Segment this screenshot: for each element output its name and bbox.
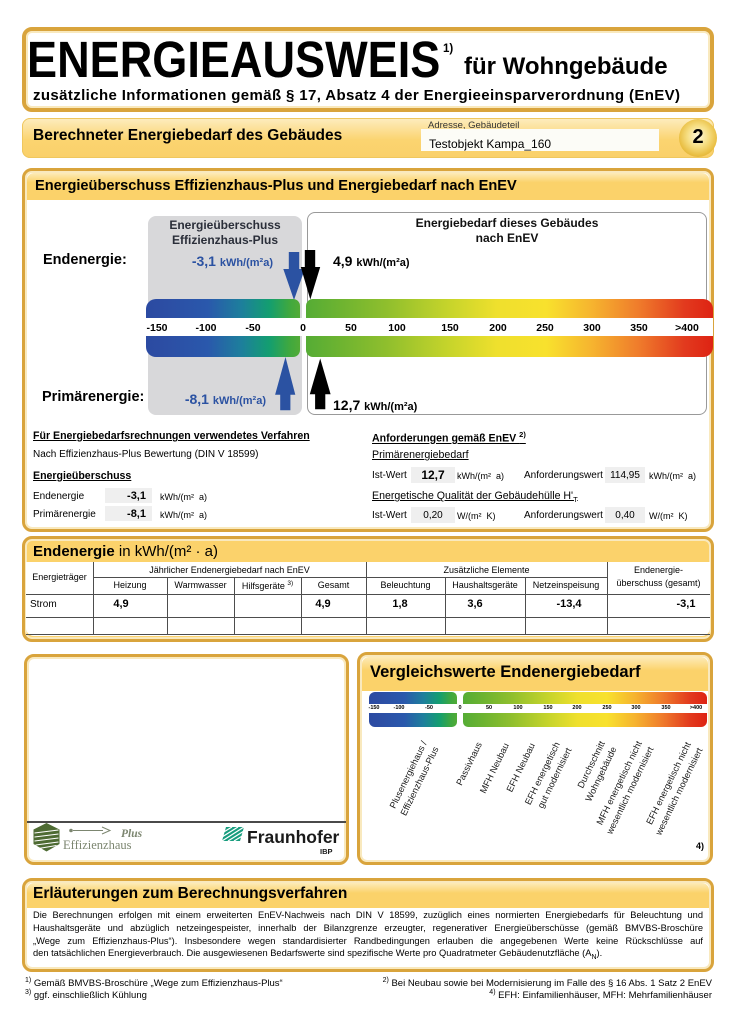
svg-text:Effizienzhaus: Effizienzhaus [63, 838, 132, 852]
svg-text:Fraunhofer: Fraunhofer [247, 827, 340, 847]
svg-text:Plus: Plus [121, 828, 143, 840]
svg-text:IBP: IBP [320, 847, 333, 856]
